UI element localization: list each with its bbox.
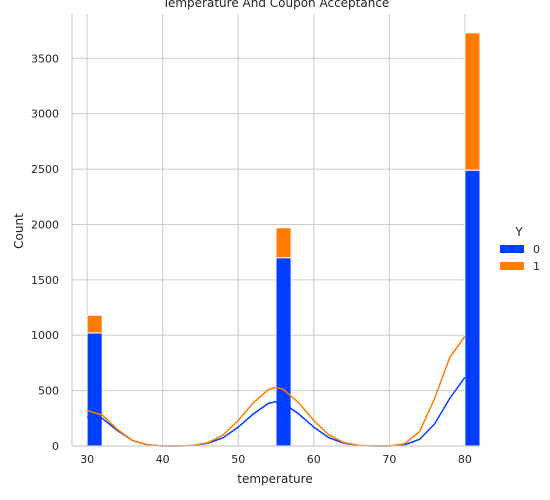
legend-label-y1: 1: [533, 260, 540, 273]
bar-y0-0: [87, 333, 102, 446]
y-tick-label-2: 1000: [31, 329, 59, 342]
x-tick-label-3: 60: [307, 453, 321, 466]
x-tick-label-4: 70: [382, 453, 396, 466]
bars: [87, 33, 480, 446]
bar-y0-1: [276, 258, 291, 446]
chart-title: Temperature And Coupon Acceptance: [162, 0, 390, 10]
legend-swatch-y1: [500, 262, 524, 270]
y-tick-label-0: 0: [52, 440, 59, 453]
x-tick-label-1: 40: [156, 453, 170, 466]
x-tick-labels: 30 40 50 60 70 80: [80, 453, 472, 466]
y-tick-label-5: 2500: [31, 163, 59, 176]
bar-y1-1: [276, 228, 291, 258]
y-tick-label-3: 1500: [31, 274, 59, 287]
y-tick-label-1: 500: [38, 385, 59, 398]
y-tick-label-4: 2000: [31, 218, 59, 231]
legend-swatch-y0: [500, 245, 524, 253]
bar-y1-0: [87, 315, 102, 333]
bar-y0-2: [465, 170, 480, 446]
y-tick-label-7: 3500: [31, 52, 59, 65]
y-tick-label-6: 3000: [31, 108, 59, 121]
x-tick-label-2: 50: [231, 453, 245, 466]
legend-label-y0: 0: [533, 243, 540, 256]
x-tick-label-5: 80: [458, 453, 472, 466]
legend: Y 0 1: [500, 225, 540, 273]
y-axis-label: Count: [12, 213, 26, 249]
x-axis-label: temperature: [237, 472, 312, 486]
x-tick-label-0: 30: [80, 453, 94, 466]
bar-y1-2: [465, 33, 480, 170]
y-tick-labels: 0 500 1000 1500 2000 2500 3000 3500: [31, 52, 59, 453]
legend-title: Y: [514, 225, 523, 239]
